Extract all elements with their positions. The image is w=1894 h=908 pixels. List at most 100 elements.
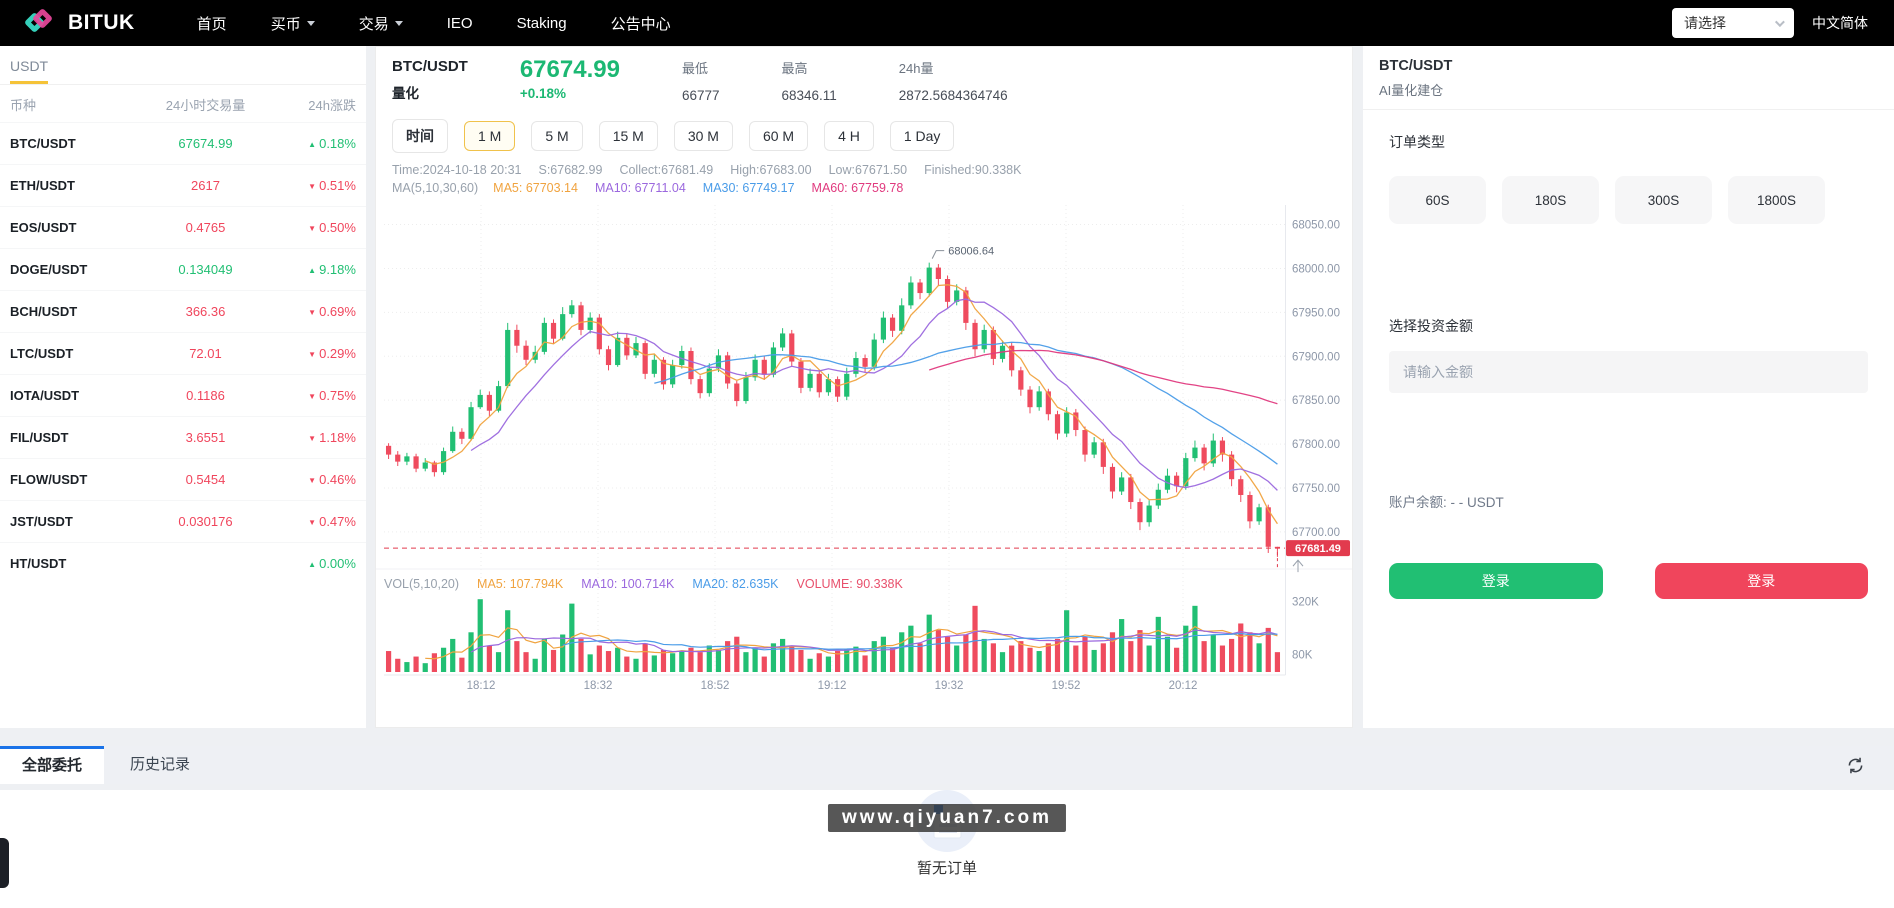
market-sidebar: USDT 币种 24小时交易量 24h涨跌 BTC/USDT 67674.99 ▲ 0… [0,46,366,728]
interval-30-m[interactable]: 30 M [673,121,733,151]
nav-item-label: 首页 [196,15,227,33]
nav-item-4[interactable]: IEO [425,13,495,34]
brand-logo-icon[interactable] [23,7,58,39]
market-table-header: 币种 24小时交易量 24h涨跌 [0,85,366,122]
chart-panel: BTC/USDT 量化 67674.99 +0.18% 最低 66777 最高 683… [375,46,1353,728]
pair-block: BTC/USDT 量化 [392,58,468,103]
arrow-down-icon: ▼ [308,182,317,191]
balance-line: 账户余额: - - USDT [1389,491,1868,511]
arrow-up-icon: ▲ [308,140,317,149]
ma-legend-item: MA60: 67759.78 [811,181,904,195]
empty-orders-text: 暂无订单 [916,860,977,877]
ticker-stat-24h: 24h量 2872.5684364746 [899,58,1008,103]
nav-menu: 首页 买币 交易 IEO Staking 公告中心 [175,13,693,34]
market-volume: 0.5454 [185,472,226,487]
ma-legend-item: MA10: 67711.04 [594,181,686,195]
market-pair: FLOW/USDT [10,472,88,487]
ticker-stat-item: 最高 68346.11 [781,58,836,103]
order-panel: BTC/USDT AI量化建仓 订单类型 60S 180S 300S 1800S 选择… [1363,46,1894,728]
login-button-sell[interactable]: 登录 [1654,563,1868,599]
orders-tabbar: 全部委托 历史记录 [0,746,1894,784]
col-volume: 24小时交易量 [165,98,246,113]
nav-item-label: 公告中心 [610,15,671,33]
svg-text:18:12: 18:12 [467,680,496,692]
interval-1-m[interactable]: 1 M [464,121,516,151]
market-pair: JST/USDT [10,514,73,529]
interval-60-m[interactable]: 60 M [748,121,809,151]
market-row-ht-usdt[interactable]: HT/USDT ▲ 0.00% [0,542,366,584]
nav-item-label: 交易 [358,15,389,33]
nav-item-1[interactable]: 首页 [175,13,249,34]
stat-value: 2872.5684364746 [898,88,1008,103]
nav-item-3[interactable]: 交易 [337,13,425,34]
interval-5-m[interactable]: 5 M [531,121,583,151]
nav-item-6[interactable]: 公告中心 [589,13,693,34]
interval-toolbar: 时间 1 M 5 M 15 M 30 M 60 M 4 H 1 Day [376,109,1352,159]
amount-input[interactable] [1389,351,1868,393]
duration-1800s[interactable]: 1800S [1728,176,1825,224]
market-row-bch-usdt[interactable]: BCH/USDT 366.36 ▼ 0.69% [0,290,366,332]
tab-open-orders[interactable]: 全部委托 [0,746,105,784]
market-row-btc-usdt[interactable]: BTC/USDT 67674.99 ▲ 0.18% [0,122,366,164]
market-row-flow-usdt[interactable]: FLOW/USDT 0.5454 ▼ 0.46% [0,458,366,500]
caret-down-icon [306,20,315,26]
duration-180s[interactable]: 180S [1502,176,1599,224]
nav-item-5[interactable]: Staking [495,13,589,34]
stat-value: 68346.11 [781,88,837,103]
ticker-stats: 最低 66777 最高 68346.11 24h量 2872.5684364746 [620,58,1008,103]
price-block: 67674.99 +0.18% [520,58,620,103]
status-item: Time:2024-10-18 20:31 [392,163,522,177]
market-row-doge-usdt[interactable]: DOGE/USDT 0.134049 ▲ 9.18% [0,248,366,290]
interval-4-h[interactable]: 4 H [824,121,874,151]
duration-300s[interactable]: 300S [1615,176,1712,224]
market-pair: BTC/USDT [10,136,76,151]
nav-item-2[interactable]: 买币 [249,13,337,34]
market-row-iota-usdt[interactable]: IOTA/USDT 0.1186 ▼ 0.75% [0,374,366,416]
status-item: Collect:67681.49 [619,163,714,177]
peak-annotation: 68006.64 [948,246,994,258]
orders-section: 全部委托 历史记录 www.qiyuan7.com 暂无订单 [0,746,1894,908]
ticker-stat-item: 最低 66777 [682,58,720,103]
market-row-jst-usdt[interactable]: JST/USDT 0.030176 ▼ 0.47% [0,500,366,542]
currency-select[interactable]: 请选择 [1672,8,1794,38]
market-row-eth-usdt[interactable]: ETH/USDT 2617 ▼ 0.51% [0,164,366,206]
market-volume: 0.134049 [178,262,233,277]
tab-usdt[interactable]: USDT [10,58,49,84]
chevron-down-icon [1774,16,1785,27]
candlestick-chart[interactable]: 18:12 18:32 18:52 19:12 19:32 19:52 20:12 68050… [376,197,1352,697]
duration-row: 60S 180S 300S 1800S [1389,176,1868,224]
interval-15-m[interactable]: 15 M [598,121,658,151]
tab-history[interactable]: 历史记录 [130,756,191,773]
arrow-down-icon: ▼ [308,308,317,317]
market-change: ▼ 0.50% [308,220,356,235]
interval-1-day[interactable]: 1 Day [889,121,955,151]
svg-text:68050.00: 68050.00 [1292,220,1340,232]
arrow-up-icon: ▲ [308,560,317,569]
language-label[interactable]: 中文简体 [1812,15,1868,31]
arrow-down-icon: ▼ [308,224,317,233]
pair-mode: 量化 [392,86,419,101]
market-row-eos-usdt[interactable]: EOS/USDT 0.4765 ▼ 0.50% [0,206,366,248]
ma-legend-label: MA(5,10,30,60) [392,181,479,195]
drawer-handle[interactable] [0,838,9,888]
svg-text:67900.00: 67900.00 [1292,351,1340,363]
nav-item-label: Staking [516,14,567,32]
market-volume: 67674.99 [178,136,233,151]
order-type-label: 订单类型 [1389,134,1445,150]
market-volume: 0.4765 [185,220,226,235]
brand-name[interactable]: BITUK [68,11,135,34]
stat-value: 66777 [681,88,720,103]
market-tab-row: USDT [0,46,366,85]
refresh-button[interactable] [1845,746,1894,784]
stat-label: 最低 [681,61,708,76]
price-change: +0.18% [519,86,566,101]
watermark: www.qiyuan7.com [827,804,1067,832]
caret-down-icon [394,20,403,26]
order-pair: BTC/USDT [1379,58,1453,74]
login-button-buy[interactable]: 登录 [1389,563,1603,599]
market-row-ltc-usdt[interactable]: LTC/USDT 72.01 ▼ 0.29% [0,332,366,374]
svg-text:19:32: 19:32 [935,680,964,692]
market-row-fil-usdt[interactable]: FIL/USDT 3.6551 ▼ 1.18% [0,416,366,458]
svg-text:67750.00: 67750.00 [1292,483,1340,495]
duration-60s[interactable]: 60S [1389,176,1486,224]
